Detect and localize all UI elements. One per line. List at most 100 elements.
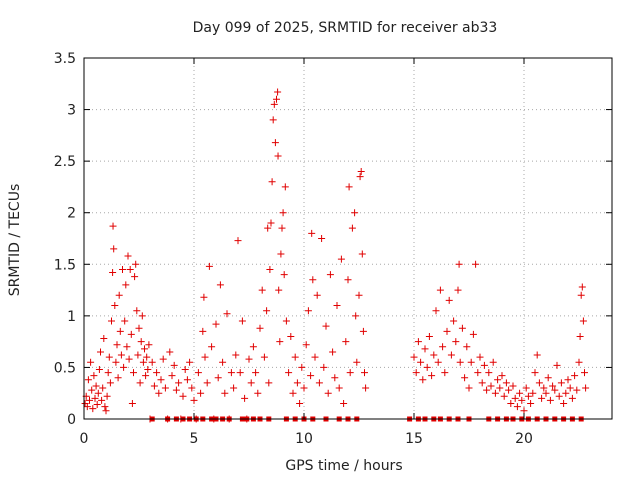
data-point (348, 224, 356, 232)
data-point (122, 281, 130, 289)
data-point (434, 358, 442, 366)
data-point (216, 281, 224, 289)
data-point (467, 358, 475, 366)
data-point (296, 400, 304, 408)
data-point (100, 335, 108, 343)
data-point (511, 394, 519, 402)
data-point (582, 384, 590, 392)
data-point (496, 384, 504, 392)
data-point (578, 283, 586, 291)
y-tick-label: 3.5 (54, 51, 76, 67)
data-point (132, 260, 140, 268)
data-point (232, 351, 240, 359)
data-point (489, 358, 497, 366)
data-point (101, 403, 109, 411)
data-point (124, 252, 132, 260)
data-point (500, 392, 508, 400)
data-point (439, 343, 447, 351)
data-point (553, 361, 561, 369)
data-point (509, 382, 517, 390)
data-point (345, 183, 353, 191)
data-point (205, 262, 213, 270)
data-point (315, 379, 323, 387)
data-point (357, 167, 365, 175)
data-point (576, 332, 584, 340)
data-point (513, 403, 521, 411)
data-point (491, 389, 499, 397)
data-point (194, 369, 202, 377)
data-point (112, 358, 120, 366)
data-point (92, 382, 100, 390)
data-point (186, 358, 194, 366)
data-point (452, 338, 460, 346)
x-axis-label: GPS time / hours (285, 458, 402, 474)
data-point (331, 374, 339, 382)
data-point (108, 317, 115, 325)
data-point (168, 372, 176, 380)
y-tick-label: 2.5 (54, 154, 76, 170)
data-point (144, 365, 152, 373)
data-point (190, 396, 198, 404)
data-point (518, 396, 526, 404)
data-point (287, 332, 295, 340)
data-point (200, 293, 208, 301)
data-point (419, 376, 427, 384)
data-point (179, 392, 187, 400)
data-point (276, 338, 284, 346)
data-point (275, 286, 283, 294)
data-point (463, 343, 471, 351)
data-point (557, 379, 565, 387)
data-point (117, 351, 125, 359)
data-point (208, 343, 216, 351)
data-point (575, 358, 583, 366)
data-point (155, 389, 163, 397)
data-point (268, 178, 276, 186)
data-point (307, 372, 315, 380)
data-point (106, 379, 114, 387)
data-point (289, 389, 297, 397)
data-point (551, 386, 559, 394)
data-point (219, 358, 227, 366)
data-point (458, 324, 466, 332)
data-point (270, 100, 278, 108)
data-point (358, 250, 366, 258)
data-point (138, 312, 146, 320)
data-point (436, 286, 444, 294)
data-point (234, 237, 242, 245)
data-point (304, 307, 312, 315)
data-point (282, 317, 290, 325)
data-point (197, 389, 205, 397)
data-point (271, 139, 279, 147)
data-point (454, 286, 462, 294)
data-point (125, 355, 133, 363)
y-tick-label: 2 (67, 206, 76, 222)
data-point (281, 183, 289, 191)
data-point (417, 358, 425, 366)
data-point (113, 341, 121, 349)
data-point (362, 384, 370, 392)
data-point (98, 396, 106, 404)
data-point (172, 386, 180, 394)
data-point (266, 265, 274, 273)
data-point (145, 341, 153, 349)
data-point (139, 358, 147, 366)
data-point (410, 353, 418, 361)
data-point (573, 386, 581, 394)
data-point (322, 322, 330, 330)
x-tick-label: 10 (295, 431, 313, 447)
data-point (529, 389, 537, 397)
data-point (487, 382, 495, 390)
data-point (258, 286, 266, 294)
data-point (265, 379, 273, 387)
data-point (465, 384, 473, 392)
data-point (119, 265, 126, 273)
data-point (274, 88, 282, 96)
data-point (110, 245, 118, 253)
data-point (84, 376, 92, 384)
data-point (123, 343, 131, 351)
data-point (450, 317, 458, 325)
data-point (83, 403, 91, 411)
data-point (273, 95, 280, 103)
data-point (277, 250, 285, 258)
data-point (428, 372, 436, 380)
